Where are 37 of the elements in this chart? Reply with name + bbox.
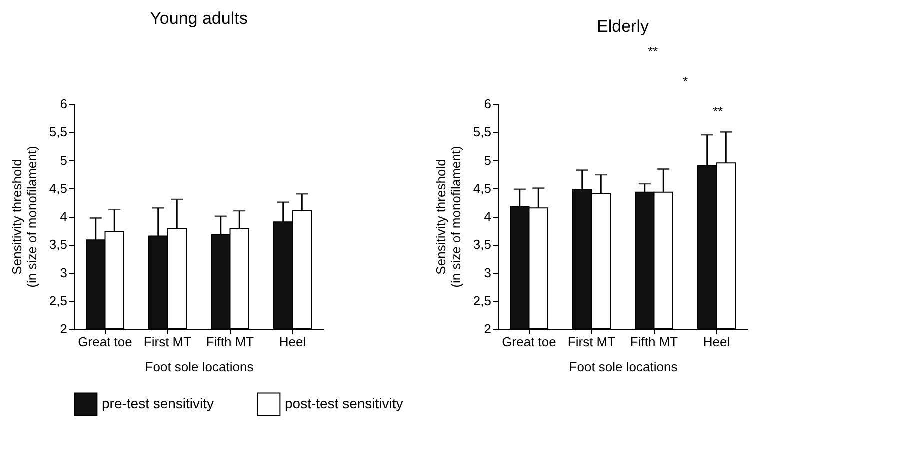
y-tick-label: 3 <box>484 265 492 280</box>
legend-label: post-test sensitivity <box>285 395 404 412</box>
x-axis-title: Foot sole locations <box>145 360 254 374</box>
y-tick-label: 2,5 <box>473 293 492 308</box>
chart-title: Elderly <box>597 17 650 36</box>
x-tick-label: Great toe <box>502 334 556 350</box>
y-tick-label: 5,5 <box>49 124 68 140</box>
x-tick-label: Fifth MT <box>630 334 678 350</box>
x-tick-label: Fifth MT <box>206 334 254 350</box>
y-tick-label: 5 <box>484 152 492 168</box>
text: ** <box>648 44 658 59</box>
legend-label: pre-test sensitivity <box>102 395 214 412</box>
y-tick-label: 3,5 <box>49 237 68 252</box>
x-tick-label: First MT <box>568 334 616 350</box>
y-tick-label: 2 <box>484 322 492 336</box>
y-tick-label: 4 <box>60 209 68 224</box>
y-tick-label: 3,5 <box>473 237 492 252</box>
x-axis-title: Foot sole locations <box>569 360 678 374</box>
x-tick-label: Heel <box>703 334 730 350</box>
y-tick-label: 4 <box>484 209 492 224</box>
annotation: ** <box>712 104 724 119</box>
y-tick-label: 3 <box>60 265 68 280</box>
x-tick-label: First MT <box>144 334 192 350</box>
y-tick-label: 4,5 <box>473 180 492 196</box>
y-tick-label: 5 <box>60 152 68 168</box>
y-tick-label: 5,5 <box>473 124 492 140</box>
x-tick-label: Great toe <box>78 334 132 350</box>
y-axis-title: Sensitivity threshold (in size of monofilament) <box>9 146 40 288</box>
y-tick-label: 6 <box>60 96 68 112</box>
y-tick-label: 2 <box>60 322 68 336</box>
x-tick-label: Heel <box>279 334 306 350</box>
y-tick-label: 6 <box>484 96 492 112</box>
y-tick-label: 4,5 <box>49 180 68 196</box>
text: * <box>682 74 688 89</box>
chart-title: Young adults <box>150 9 248 28</box>
y-tick-label: 2,5 <box>49 293 68 308</box>
y-axis-title: Sensitivity threshold (in size of monofilament) <box>433 146 464 288</box>
